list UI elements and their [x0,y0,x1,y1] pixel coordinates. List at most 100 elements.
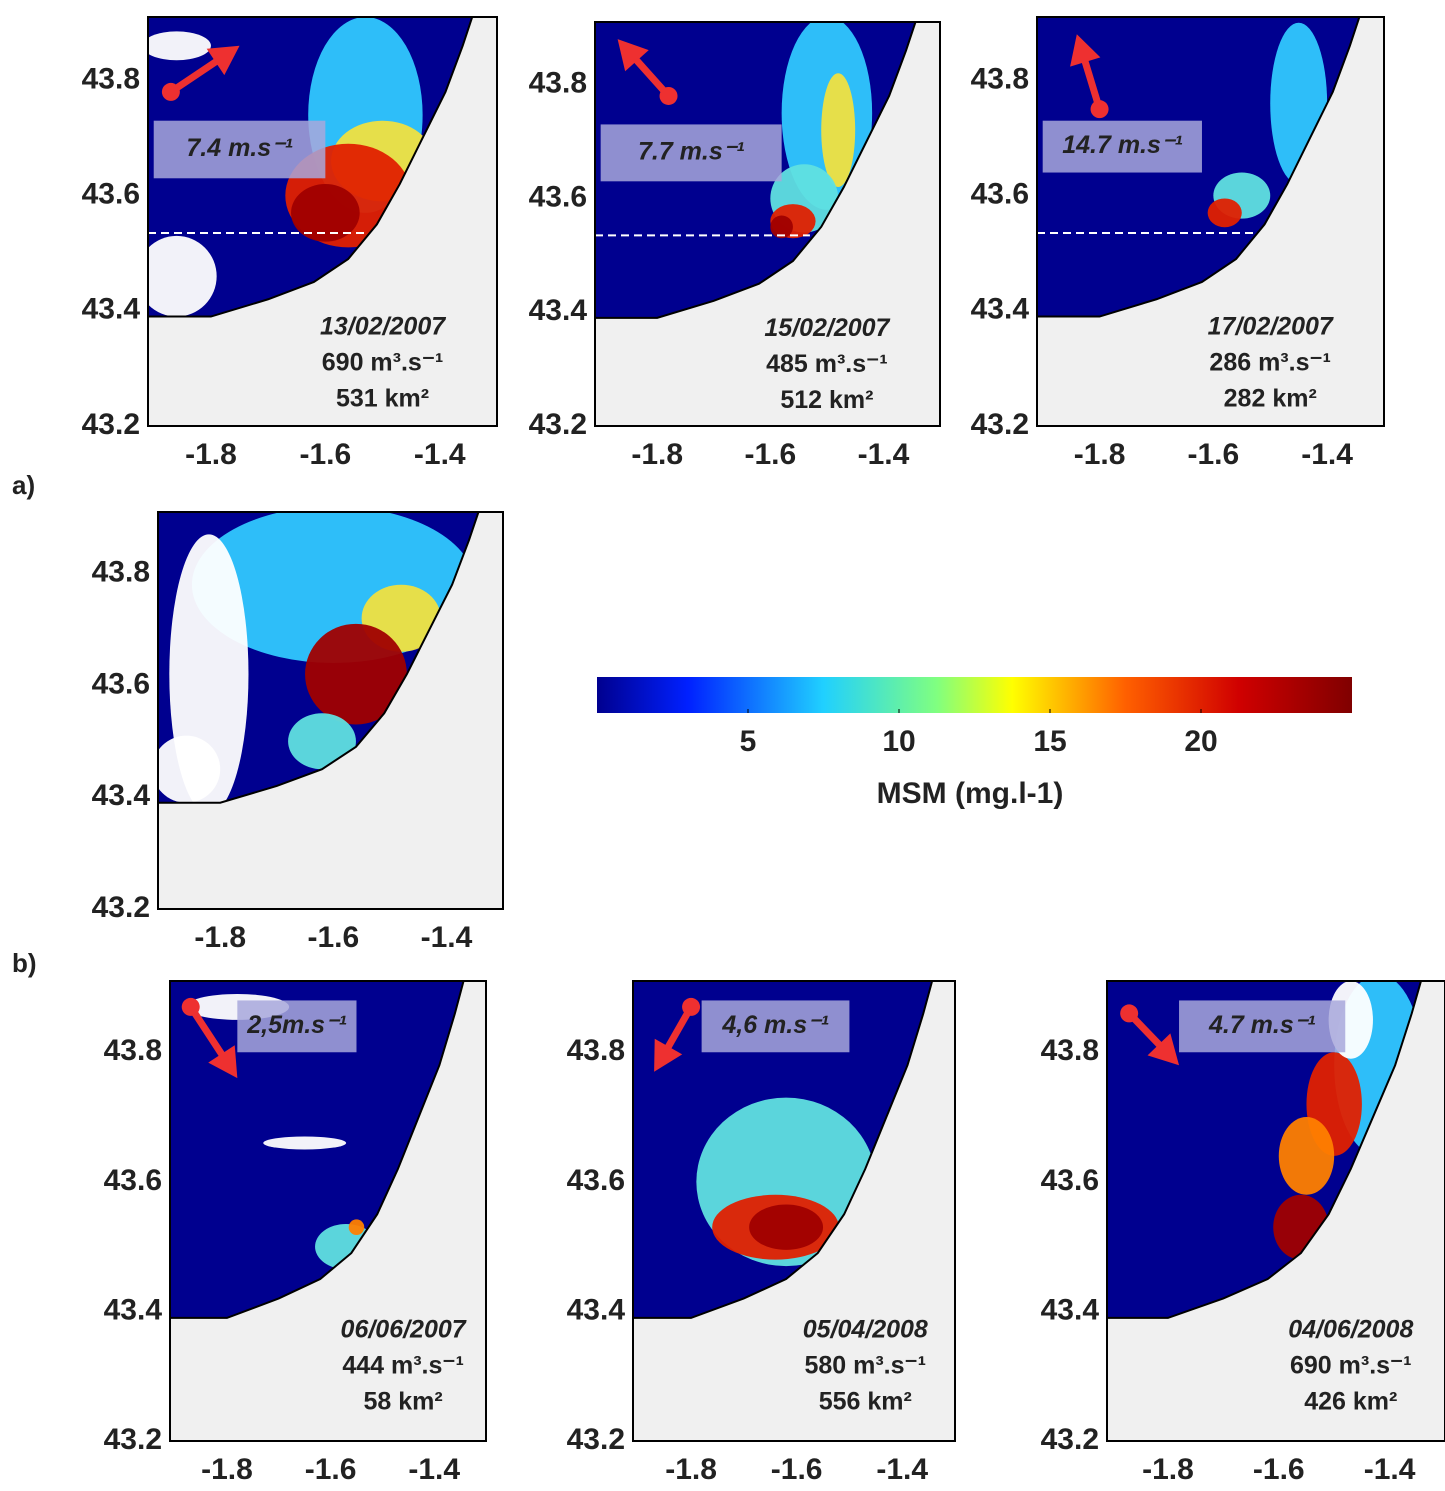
x-tick-label: -1.8 [201,1453,253,1486]
colorbar-tick-label: 20 [1184,725,1217,758]
section-label: a) [12,470,35,500]
plume [148,31,211,61]
land [1037,17,1384,426]
wind-arrow-head [1070,34,1101,67]
y-tick-label: 43.4 [567,1293,626,1326]
discharge: 485 m³.s⁻¹ [766,350,888,378]
wind-box [237,1000,357,1053]
land [170,981,486,1441]
frame [1036,16,1385,427]
colorbar-tick-label: 5 [740,725,757,758]
plume [1278,1117,1335,1195]
wind-box [600,124,782,182]
x-tick-label: -1.4 [414,438,466,471]
land [148,17,497,426]
y-tick-label: 43.2 [567,1423,625,1456]
y-tick-label: 43.6 [82,177,140,210]
x-tick-label: -1.6 [300,438,352,471]
colorbar-tick-label: 10 [882,725,915,758]
frame [1106,980,1445,1442]
x-tick-label: -1.8 [631,438,683,471]
section-label: b) [12,948,37,978]
map [1037,17,1384,426]
x-tick-label: -1.6 [744,438,796,471]
x-tick-label: -1.8 [1142,1453,1194,1486]
colorbar-tick-label: 15 [1033,725,1066,758]
x-tick-label: -1.4 [858,438,910,471]
y-tick-label: 43.8 [971,62,1029,95]
y-tick-label: 43.4 [92,779,151,812]
plume [263,1136,347,1150]
wind-arrow-head [206,45,240,76]
plume [770,215,793,239]
y-tick-label: 43.2 [104,1423,162,1456]
plume-area: 556 km² [819,1387,912,1415]
x-tick-label: -1.6 [1253,1453,1305,1486]
y-tick-label: 43.4 [1041,1293,1100,1326]
discharge: 286 m³.s⁻¹ [1209,349,1331,377]
land [595,22,940,426]
land [1107,981,1445,1441]
wind-box [153,120,326,179]
y-tick-label: 43.8 [82,62,140,95]
wind-speed: 7.7 m.s⁻¹ [638,137,745,165]
wind-arrow-head [208,1045,238,1079]
frame [594,21,941,427]
wind-box [1179,1000,1346,1053]
plume-area: 426 km² [1304,1387,1397,1415]
y-tick-label: 43.6 [104,1164,162,1197]
y-tick-label: 43.4 [971,293,1030,326]
discharge: 580 m³.s⁻¹ [804,1351,926,1379]
x-tick-label: -1.6 [307,921,359,954]
plume [821,73,856,188]
frame [169,980,487,1442]
colorbar [597,677,1352,713]
discharge: 690 m³.s⁻¹ [322,349,444,377]
wind-arrow-head [617,39,649,72]
plume-area: 282 km² [1224,385,1317,413]
y-tick-label: 43.2 [971,408,1029,441]
y-tick-label: 43.8 [104,1034,162,1067]
wind-origin [1090,100,1109,119]
map [170,981,486,1441]
x-tick-label: -1.4 [1364,1453,1416,1486]
frame [147,16,498,427]
y-tick-label: 43.6 [971,177,1029,210]
plume [148,235,217,317]
plume-area: 512 km² [780,386,873,414]
y-tick-label: 43.2 [92,891,150,924]
plume [288,713,356,770]
wind-speed: 14.7 m.s⁻¹ [1062,131,1183,159]
y-tick-label: 43.6 [92,667,150,700]
wind-origin [659,86,678,105]
y-tick-label: 43.8 [1041,1034,1099,1067]
wind-arrow-head [1147,1033,1180,1066]
wind-speed: 2,5m.s⁻¹ [246,1011,347,1039]
frame [632,980,956,1442]
y-tick-label: 43.6 [529,180,587,213]
map [595,22,940,426]
y-tick-label: 43.4 [104,1293,163,1326]
y-tick-label: 43.8 [92,555,150,588]
date: 15/02/2007 [764,314,890,342]
wind-origin [682,997,701,1016]
date: 06/06/2007 [341,1315,467,1343]
plume [1207,198,1242,228]
land [633,981,955,1441]
discharge: 690 m³.s⁻¹ [1290,1351,1412,1379]
y-tick-label: 43.4 [82,293,141,326]
y-tick-label: 43.8 [567,1034,625,1067]
map [148,17,497,426]
land [158,512,503,909]
date: 17/02/2007 [1208,313,1334,341]
x-tick-label: -1.6 [1187,438,1239,471]
y-tick-label: 43.6 [1041,1164,1099,1197]
plume [291,184,360,242]
date: 05/04/2008 [803,1315,928,1343]
plume [158,735,221,803]
wind-box [701,1000,850,1053]
wind-origin [1120,1004,1139,1023]
plume [749,1204,824,1250]
date: 04/06/2008 [1288,1315,1413,1343]
